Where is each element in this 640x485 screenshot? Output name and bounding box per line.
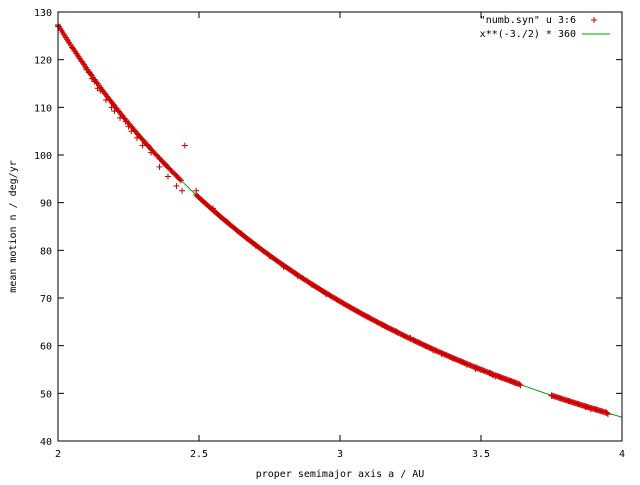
data-point — [139, 142, 146, 149]
data-point — [410, 336, 417, 343]
data-point — [252, 242, 259, 249]
legend-label-curve: x**(-3./2) * 360 — [480, 29, 576, 40]
data-point — [91, 78, 98, 85]
data-point — [164, 173, 171, 180]
data-point — [111, 108, 118, 115]
y-tick-label: 120 — [34, 56, 52, 67]
y-tick-label: 60 — [40, 342, 52, 353]
curve-line — [57, 24, 623, 418]
x-tick-label: 4 — [619, 449, 625, 460]
y-tick-label: 70 — [40, 294, 52, 305]
data-point — [156, 163, 163, 170]
data-point — [489, 372, 496, 379]
data-point — [193, 187, 200, 194]
data-point — [492, 373, 499, 380]
curve-layer — [57, 24, 623, 418]
y-tick-label: 50 — [40, 389, 52, 400]
data-point — [591, 17, 597, 23]
x-axis-label: proper semimajor axis a / AU — [256, 469, 425, 480]
data-point — [177, 177, 184, 184]
data-point — [308, 281, 315, 288]
y-tick-label: 110 — [34, 103, 52, 114]
data-point — [66, 39, 73, 46]
data-point — [69, 44, 76, 51]
plot-frame — [57, 11, 623, 442]
data-point — [86, 69, 93, 76]
x-tick-label: 3.5 — [472, 449, 490, 460]
legend-marker-points — [591, 17, 597, 23]
data-point — [294, 273, 301, 280]
data-point — [133, 134, 140, 141]
data-point — [128, 128, 135, 135]
data-point — [582, 404, 589, 411]
data-point — [88, 75, 95, 82]
y-tick-label: 130 — [34, 8, 52, 19]
data-point — [587, 406, 594, 413]
data-point — [511, 379, 518, 386]
data-point — [430, 347, 437, 354]
data-point — [125, 123, 132, 130]
data-point — [83, 66, 90, 73]
data-point — [415, 339, 422, 346]
data-point — [117, 114, 124, 121]
data-point — [438, 350, 445, 357]
data-point — [478, 366, 484, 373]
data-point — [365, 314, 372, 321]
data-point — [516, 381, 523, 388]
data-point — [548, 392, 555, 399]
x-tick-label: 2.5 — [190, 449, 208, 460]
data-point — [337, 298, 343, 305]
tick-layer: 2 2.5 3 3.5 4 40 50 60 70 80 90 100 110 120 130 — [34, 8, 625, 460]
y-tick-label: 40 — [40, 437, 52, 448]
x-tick-label: 3 — [337, 449, 343, 460]
data-point — [280, 264, 287, 271]
data-point — [210, 205, 217, 212]
data-point — [472, 366, 479, 373]
data-point — [173, 182, 180, 189]
data-point — [322, 291, 329, 298]
legend-label-points: "numb.syn" u 3:6 — [480, 15, 576, 26]
points-layer — [55, 21, 611, 418]
data-point — [379, 321, 386, 328]
data-point — [565, 397, 572, 404]
data-point — [449, 355, 456, 362]
data-point — [181, 142, 188, 149]
data-point — [102, 97, 109, 104]
data-point — [238, 230, 245, 237]
data-point — [393, 328, 400, 335]
y-tick-label: 90 — [40, 199, 52, 210]
data-point — [121, 115, 128, 122]
y-tick-label: 80 — [40, 246, 52, 257]
data-point — [176, 176, 183, 183]
data-point — [593, 406, 600, 413]
data-point — [604, 411, 611, 418]
data-point — [224, 218, 231, 225]
x-tick-label: 2 — [55, 449, 61, 460]
data-point — [122, 118, 129, 125]
y-tick-label: 100 — [34, 151, 52, 162]
legend: "numb.syn" u 3:6 x**(-3./2) * 360 — [480, 15, 610, 40]
data-point — [599, 408, 606, 415]
data-point — [179, 187, 186, 194]
data-point — [108, 104, 115, 111]
data-point — [517, 382, 524, 389]
data-point — [463, 361, 470, 368]
data-point — [351, 306, 358, 313]
data-point — [97, 87, 104, 94]
data-point — [148, 149, 155, 156]
data-point — [266, 253, 273, 260]
y-axis-label: mean motion n / deg/yr — [8, 160, 19, 292]
